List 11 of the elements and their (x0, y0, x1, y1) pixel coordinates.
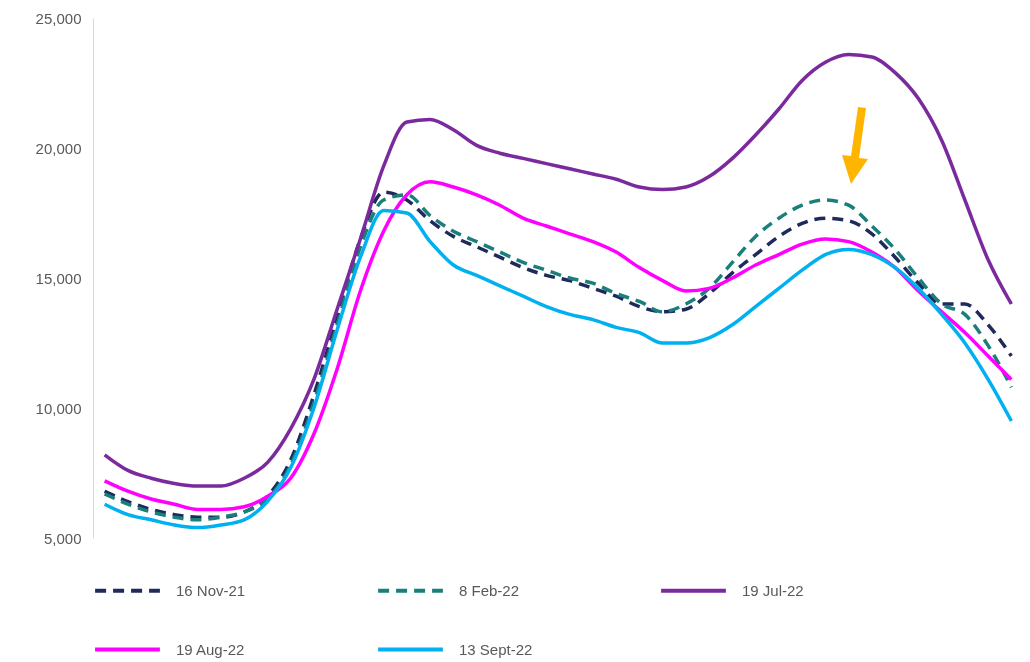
y-tick-label: 15,000 (35, 269, 82, 287)
y-tick-label: 25,000 (35, 9, 82, 27)
legend-label: 19 Jul-22 (742, 581, 804, 599)
y-tick-label: 20,000 (35, 139, 82, 157)
legend-label: 16 Nov-21 (176, 581, 246, 599)
legend-label: 13 Sept-22 (459, 640, 533, 658)
legend-label: 8 Feb-22 (459, 581, 520, 599)
y-tick-label: 10,000 (35, 399, 82, 417)
y-tick-label: 5,000 (43, 529, 82, 547)
legend-label: 19 Aug-22 (176, 640, 245, 658)
line-series (102, 52, 1014, 488)
